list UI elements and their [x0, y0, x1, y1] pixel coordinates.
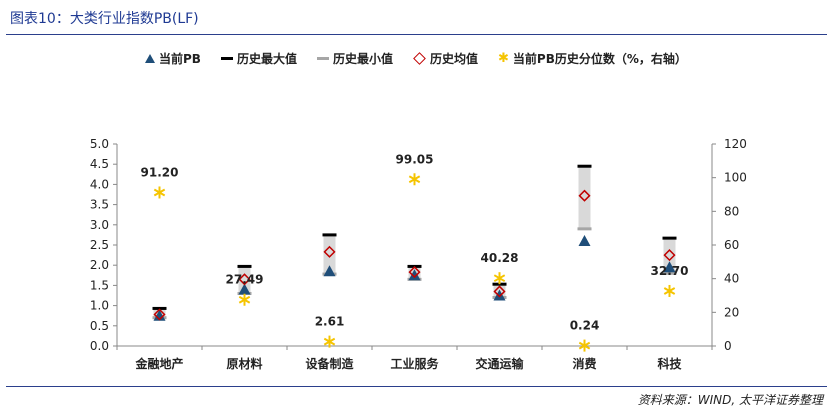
- legend-label-current: 当前PB: [159, 52, 201, 66]
- current-marker: [663, 261, 676, 273]
- y-left-tick-label: 5.0: [90, 137, 109, 151]
- mean-marker: [153, 308, 166, 321]
- x-tick-label: 交通运输: [475, 356, 524, 370]
- legend-item-max: 历史最大值: [220, 50, 297, 67]
- pct-marker: [153, 186, 166, 199]
- x-tick-label: 工业服务: [390, 356, 439, 370]
- x-tick-label: 消费: [572, 356, 596, 370]
- pct-marker-stroke: [493, 274, 506, 283]
- y-right-tick-label: 60: [724, 238, 739, 252]
- y-right-tick-label: 100: [724, 171, 747, 185]
- current-marker: [238, 283, 251, 295]
- legend-label-mean: 历史均值: [429, 52, 478, 66]
- range-bar: [578, 166, 591, 229]
- range-bar: [238, 266, 251, 294]
- pct-data-label: 32.70: [651, 264, 689, 278]
- legend-item-current: 当前PB: [145, 50, 201, 67]
- y-left-tick-label: 0.5: [90, 319, 109, 333]
- chart-plot: 0.0 0.5 1.0 1.5 2.0 2.5 3.0 3.5 4.0 4.5 5.0 0 20 40 60…: [90, 137, 747, 370]
- mean-marker: [238, 273, 251, 286]
- y-left-tick-label: 2.5: [90, 238, 109, 252]
- y-left-tick-label: 0.0: [90, 339, 109, 353]
- pct-data-label: 0.24: [570, 319, 600, 333]
- y-left-tick-label: 1.0: [90, 299, 109, 313]
- pct-marker: [238, 293, 251, 306]
- current-marker: [493, 289, 506, 301]
- pct-data-label: 40.28: [481, 251, 519, 265]
- mean-marker: [663, 249, 676, 262]
- y-right-tick-label: 120: [724, 137, 747, 151]
- pct-marker-stroke: [323, 337, 336, 346]
- pct-marker-stroke: [408, 175, 421, 184]
- pct-marker: [493, 272, 506, 285]
- current-marker: [323, 265, 336, 277]
- pct-marker: [578, 339, 591, 352]
- legend-item-mean: 历史均值: [413, 50, 478, 67]
- pct-data-label: 91.20: [141, 165, 179, 179]
- source-rule: [6, 386, 827, 387]
- star-marker-icon: ✱: [498, 51, 509, 66]
- range-bar: [323, 234, 336, 275]
- current-marker: [408, 269, 421, 281]
- legend-label-max: 历史最大值: [236, 52, 297, 66]
- y-right-tick-label: 80: [724, 204, 739, 218]
- pct-data-label: 2.61: [315, 315, 345, 329]
- y-right-tick-label: 0: [724, 339, 732, 353]
- source-note: 资料来源：WIND, 太平洋证券整理: [637, 393, 823, 407]
- mean-marker: [408, 266, 421, 279]
- y-left-tick-label: 4.5: [90, 157, 109, 171]
- pct-data-label: 27.49: [226, 273, 264, 287]
- x-tick-label: 设备制造: [305, 356, 354, 370]
- pct-marker: [663, 284, 676, 297]
- pct-marker: [323, 335, 336, 348]
- y-right-tick-label: 20: [724, 305, 739, 319]
- mean-marker: [493, 285, 506, 298]
- y-left-tick-label: 4.0: [90, 177, 109, 191]
- pct-data-label: 99.05: [396, 152, 434, 166]
- current-marker: [153, 309, 166, 321]
- max-bar-icon: [220, 57, 233, 60]
- triangle-marker-icon: [145, 54, 155, 63]
- pct-marker-stroke: [153, 188, 166, 197]
- min-bar-icon: [316, 57, 329, 60]
- pct-marker-stroke: [238, 295, 251, 304]
- current-marker: [578, 234, 591, 246]
- legend-item-min: 历史最小值: [316, 50, 393, 67]
- x-tick-label: 原材料: [226, 356, 262, 370]
- figure-title: 图表10：大类行业指数PB(LF): [10, 11, 199, 27]
- pct-marker: [408, 173, 421, 186]
- y-left-tick-label: 2.0: [90, 258, 109, 272]
- legend-label-pct: 当前PB历史分位数（%，右轴）: [512, 52, 687, 66]
- mean-marker: [323, 245, 336, 258]
- legend-label-min: 历史最小值: [332, 52, 393, 66]
- y-left-tick-label: 1.5: [90, 278, 109, 292]
- title-rule: [6, 34, 827, 35]
- y-left-tick-label: 3.0: [90, 218, 109, 232]
- pct-marker-stroke: [663, 287, 676, 295]
- y-right-tick-label: 40: [724, 272, 739, 286]
- diamond-marker-icon: [413, 52, 426, 65]
- y-left-tick-label: 3.5: [90, 198, 109, 212]
- x-tick-label: 科技: [657, 356, 682, 370]
- x-tick-label: 金融地产: [134, 356, 183, 370]
- range-bar: [663, 238, 676, 274]
- chart-legend: 当前PB 历史最大值 历史最小值 历史均值 ✱ 当前PB历史分位数（%，右轴）: [145, 50, 687, 67]
- mean-marker: [578, 189, 591, 202]
- pct-marker-stroke: [578, 341, 591, 350]
- legend-item-pct: ✱ 当前PB历史分位数（%，右轴）: [498, 50, 687, 67]
